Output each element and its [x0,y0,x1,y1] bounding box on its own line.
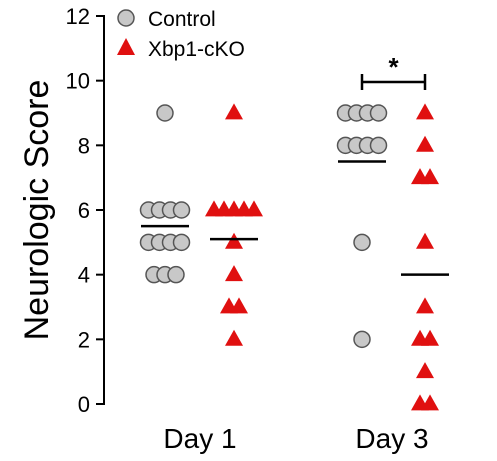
xbp1-cko-point [230,297,248,314]
xbp1-cko-point [225,265,243,282]
y-axis: 0 2 4 6 8 10 12 [66,4,105,417]
legend-label: Xbp1-cKO [148,38,245,61]
y-axis-title: Neurologic Score [18,80,56,341]
x-category-label: Day 3 [355,423,428,454]
data-points [139,103,439,411]
significance-label: * [388,52,399,82]
y-tick-label: 4 [78,263,90,288]
xbp1-cko-point [421,168,439,185]
xbp1-cko-point [416,297,434,314]
xbp1-cko-point [421,329,439,346]
y-tick-label: 6 [78,198,90,223]
mean-lines [141,160,449,276]
control-point [172,201,191,219]
legend-marker [117,38,135,55]
y-ticks: 0 2 4 6 8 10 12 [66,4,104,417]
significance-annotation: * [360,52,427,90]
control-point [369,104,388,122]
legend-marker [117,9,135,27]
y-tick-label: 2 [78,327,90,352]
xbp1-cko-point [225,329,243,346]
xbp1-cko-point [416,362,434,379]
xbp1-cko-point [245,200,263,217]
legend: Control Xbp1-cKO [117,8,245,61]
xbp1-cko-point [421,394,439,411]
legend-label: Control [148,8,216,31]
x-category-label: Day 1 [163,423,236,454]
control-point [172,233,191,252]
control-point [369,136,388,155]
control-point [167,265,185,284]
x-category-labels: Day 1 Day 3 [163,423,428,454]
y-tick-label: 12 [66,4,90,29]
xbp1-cko-point [225,232,243,249]
y-tick-label: 0 [78,392,90,417]
y-tick-label: 8 [78,133,90,158]
xbp1-cko-point [416,135,434,152]
xbp1-cko-point [416,232,434,249]
control-point [353,330,371,349]
control-point [156,104,174,122]
xbp1-cko-point [225,103,243,120]
xbp1-cko-point [416,103,434,120]
control-point [353,233,371,252]
y-tick-label: 10 [66,69,90,94]
